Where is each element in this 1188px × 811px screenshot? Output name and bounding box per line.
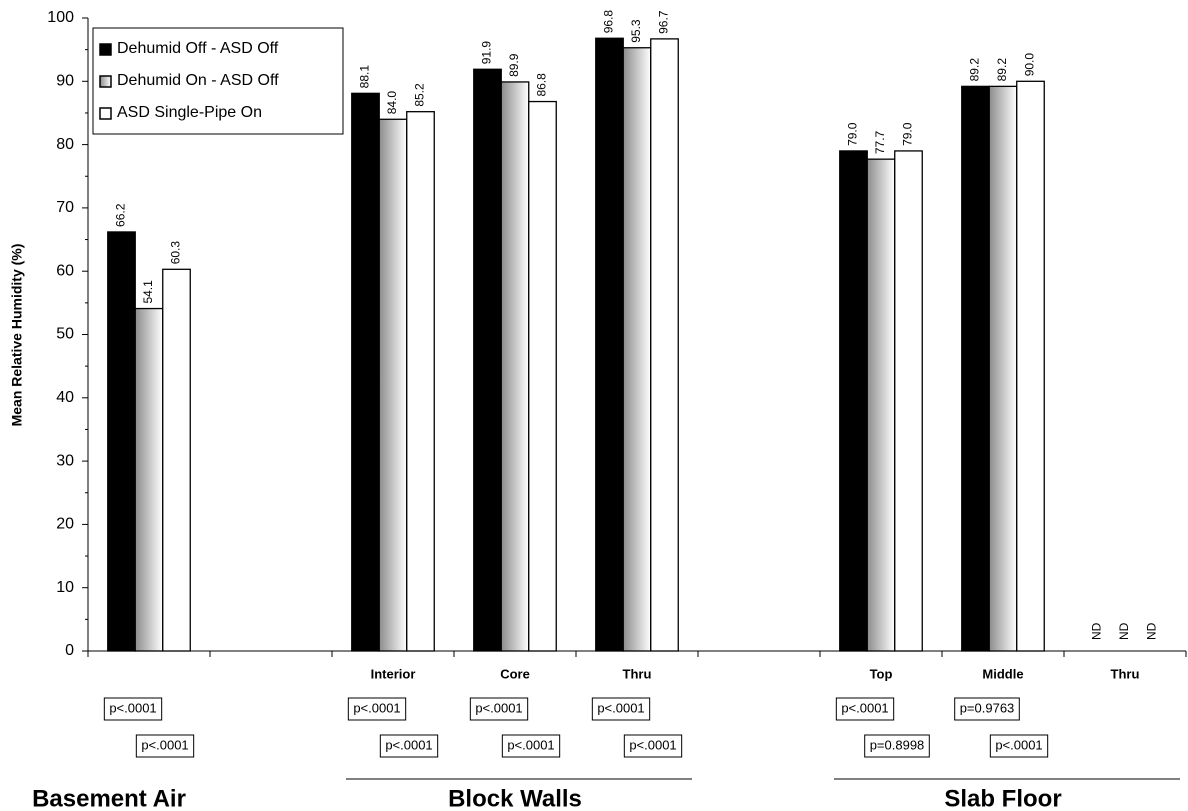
value-label: 91.9 <box>480 41 494 65</box>
p-value: p<.0001 <box>841 700 888 715</box>
p-value-box <box>103 697 163 721</box>
value-label: ND <box>1145 622 1159 640</box>
value-label: 96.8 <box>602 10 616 34</box>
value-label: 79.0 <box>901 122 915 146</box>
p-value: p<.0001 <box>353 700 400 715</box>
p-value-box <box>623 734 683 758</box>
y-tick-label: 0 <box>65 642 74 659</box>
y-tick-label: 30 <box>56 452 74 469</box>
p-value-box <box>501 734 561 758</box>
legend-box <box>92 27 344 135</box>
legend-label: Dehumid Off - ASD Off <box>117 40 279 57</box>
bar <box>351 92 380 652</box>
y-tick-label: 10 <box>56 579 74 596</box>
p-value: p<.0001 <box>629 737 676 752</box>
p-value: p<.0001 <box>109 700 156 715</box>
p-value: p<.0001 <box>507 737 554 752</box>
y-tick-label: 80 <box>56 136 74 153</box>
x-tick-label: Top <box>870 666 893 681</box>
value-label: 96.7 <box>657 10 671 34</box>
legend-key <box>99 75 112 88</box>
p-value-box <box>954 697 1020 721</box>
p-value-box <box>591 697 651 721</box>
x-tick-label: Core <box>500 666 530 681</box>
value-label: 86.8 <box>535 73 549 97</box>
value-label: 85.2 <box>413 83 427 107</box>
p-value-box <box>469 697 529 721</box>
value-label: 95.3 <box>629 19 643 43</box>
bar <box>378 118 408 652</box>
value-label: 89.9 <box>507 53 521 77</box>
legend-label: Dehumid On - ASD Off <box>117 72 279 89</box>
bar <box>162 268 191 652</box>
p-value: p<.0001 <box>995 737 1042 752</box>
value-label: 84.0 <box>385 91 399 115</box>
bar <box>500 81 530 652</box>
value-label: ND <box>1117 622 1131 640</box>
p-value-box <box>864 734 930 758</box>
bar <box>650 38 679 652</box>
y-tick-label: 90 <box>56 73 74 90</box>
y-tick-label: 70 <box>56 199 74 216</box>
value-label: 88.1 <box>358 65 372 89</box>
x-tick-label: Thru <box>623 666 652 681</box>
bar <box>894 150 923 652</box>
bar <box>1016 80 1045 652</box>
legend-label: ASD Single-Pipe On <box>117 104 262 121</box>
x-tick-label: Middle <box>982 666 1023 681</box>
bar <box>107 231 136 652</box>
value-label: 54.1 <box>141 280 155 304</box>
p-value: p<.0001 <box>141 737 188 752</box>
bar <box>961 85 990 652</box>
bar <box>595 37 624 652</box>
x-tick-label: Interior <box>371 666 416 681</box>
legend-key <box>99 43 112 56</box>
p-value: p<.0001 <box>597 700 644 715</box>
p-value: p<.0001 <box>385 737 432 752</box>
group-label: Block Walls <box>448 785 582 811</box>
p-value-box <box>347 697 407 721</box>
p-value-box <box>989 734 1049 758</box>
p-value-box <box>835 697 895 721</box>
bar <box>866 158 896 652</box>
p-value-box <box>379 734 439 758</box>
group-label: Slab Floor <box>944 785 1061 811</box>
p-value: p=0.8998 <box>870 737 925 752</box>
value-label: 77.7 <box>873 130 887 154</box>
p-value: p<.0001 <box>475 700 522 715</box>
bar <box>406 111 435 652</box>
value-label: 60.3 <box>169 241 183 265</box>
p-value: p=0.9763 <box>960 700 1015 715</box>
value-label: 90.0 <box>1023 53 1037 77</box>
y-tick-label: 20 <box>56 516 74 533</box>
bar <box>622 47 652 652</box>
bar <box>839 150 868 652</box>
legend-key <box>99 107 112 120</box>
group-label: Basement Air <box>32 785 186 811</box>
bar <box>134 307 164 652</box>
value-label: ND <box>1090 622 1104 640</box>
y-tick-label: 50 <box>56 326 74 343</box>
value-label: 66.2 <box>114 203 128 227</box>
y-axis-title: Mean Relative Humidity (%) <box>9 244 25 427</box>
bar <box>528 100 557 652</box>
value-label: 79.0 <box>846 122 860 146</box>
value-label: 89.2 <box>995 58 1009 82</box>
y-tick-label: 60 <box>56 262 74 279</box>
value-label: 89.2 <box>968 58 982 82</box>
bar <box>473 68 502 652</box>
bar <box>988 85 1018 652</box>
y-tick-label: 40 <box>56 389 74 406</box>
y-tick-label: 100 <box>47 9 74 26</box>
p-value-box <box>135 734 195 758</box>
x-tick-label: Thru <box>1111 666 1140 681</box>
